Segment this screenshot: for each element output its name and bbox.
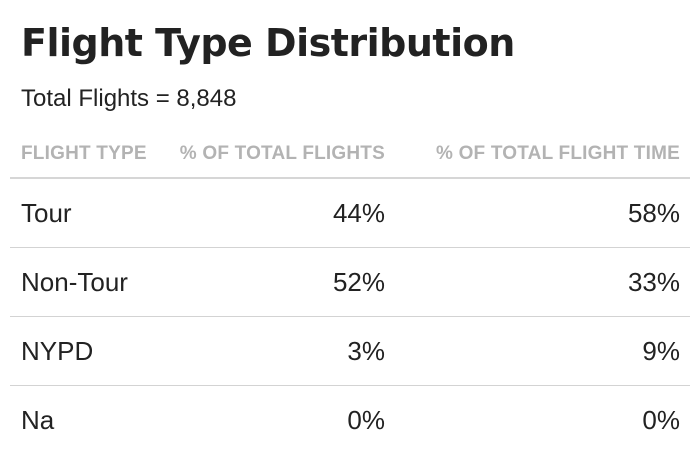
cell-flight-type: Tour [10, 178, 174, 248]
cell-pct-flights: 3% [174, 316, 395, 386]
table-row: Na 0% 0% [10, 386, 690, 455]
flight-type-table: FLIGHT TYPE % OF TOTAL FLIGHTS % OF TOTA… [10, 130, 690, 454]
cell-pct-flights: 52% [174, 247, 395, 317]
cell-flight-type: NYPD [10, 316, 174, 386]
cell-pct-flights: 0% [347, 404, 385, 435]
cell-pct-flight-time: 9% [395, 316, 690, 386]
cell-pct-flight-time: 33% [395, 247, 690, 317]
cell-pct-flight-time: 0% [642, 404, 680, 435]
header-pct-flights: % OF TOTAL FLIGHTS [174, 130, 395, 179]
table-row: NYPD 3% 9% [10, 316, 690, 386]
cell-flight-type: Non-Tour [10, 247, 174, 317]
header-flight-type: FLIGHT TYPE [10, 130, 174, 179]
cell-flight-type: Na [21, 404, 55, 435]
table-header-row: FLIGHT TYPE % OF TOTAL FLIGHTS % OF TOTA… [10, 130, 690, 179]
cell-pct-flight-time: 58% [395, 178, 690, 248]
page-title: Flight Type Distribution [21, 21, 515, 65]
total-flights-subtitle: Total Flights = 8,848 [21, 85, 237, 112]
table-row: Tour 44% 58% [10, 178, 690, 248]
table-row: Non-Tour 52% 33% [10, 247, 690, 317]
header-pct-flight-time: % OF TOTAL FLIGHT TIME [395, 130, 690, 179]
cell-pct-flights: 44% [174, 178, 395, 248]
